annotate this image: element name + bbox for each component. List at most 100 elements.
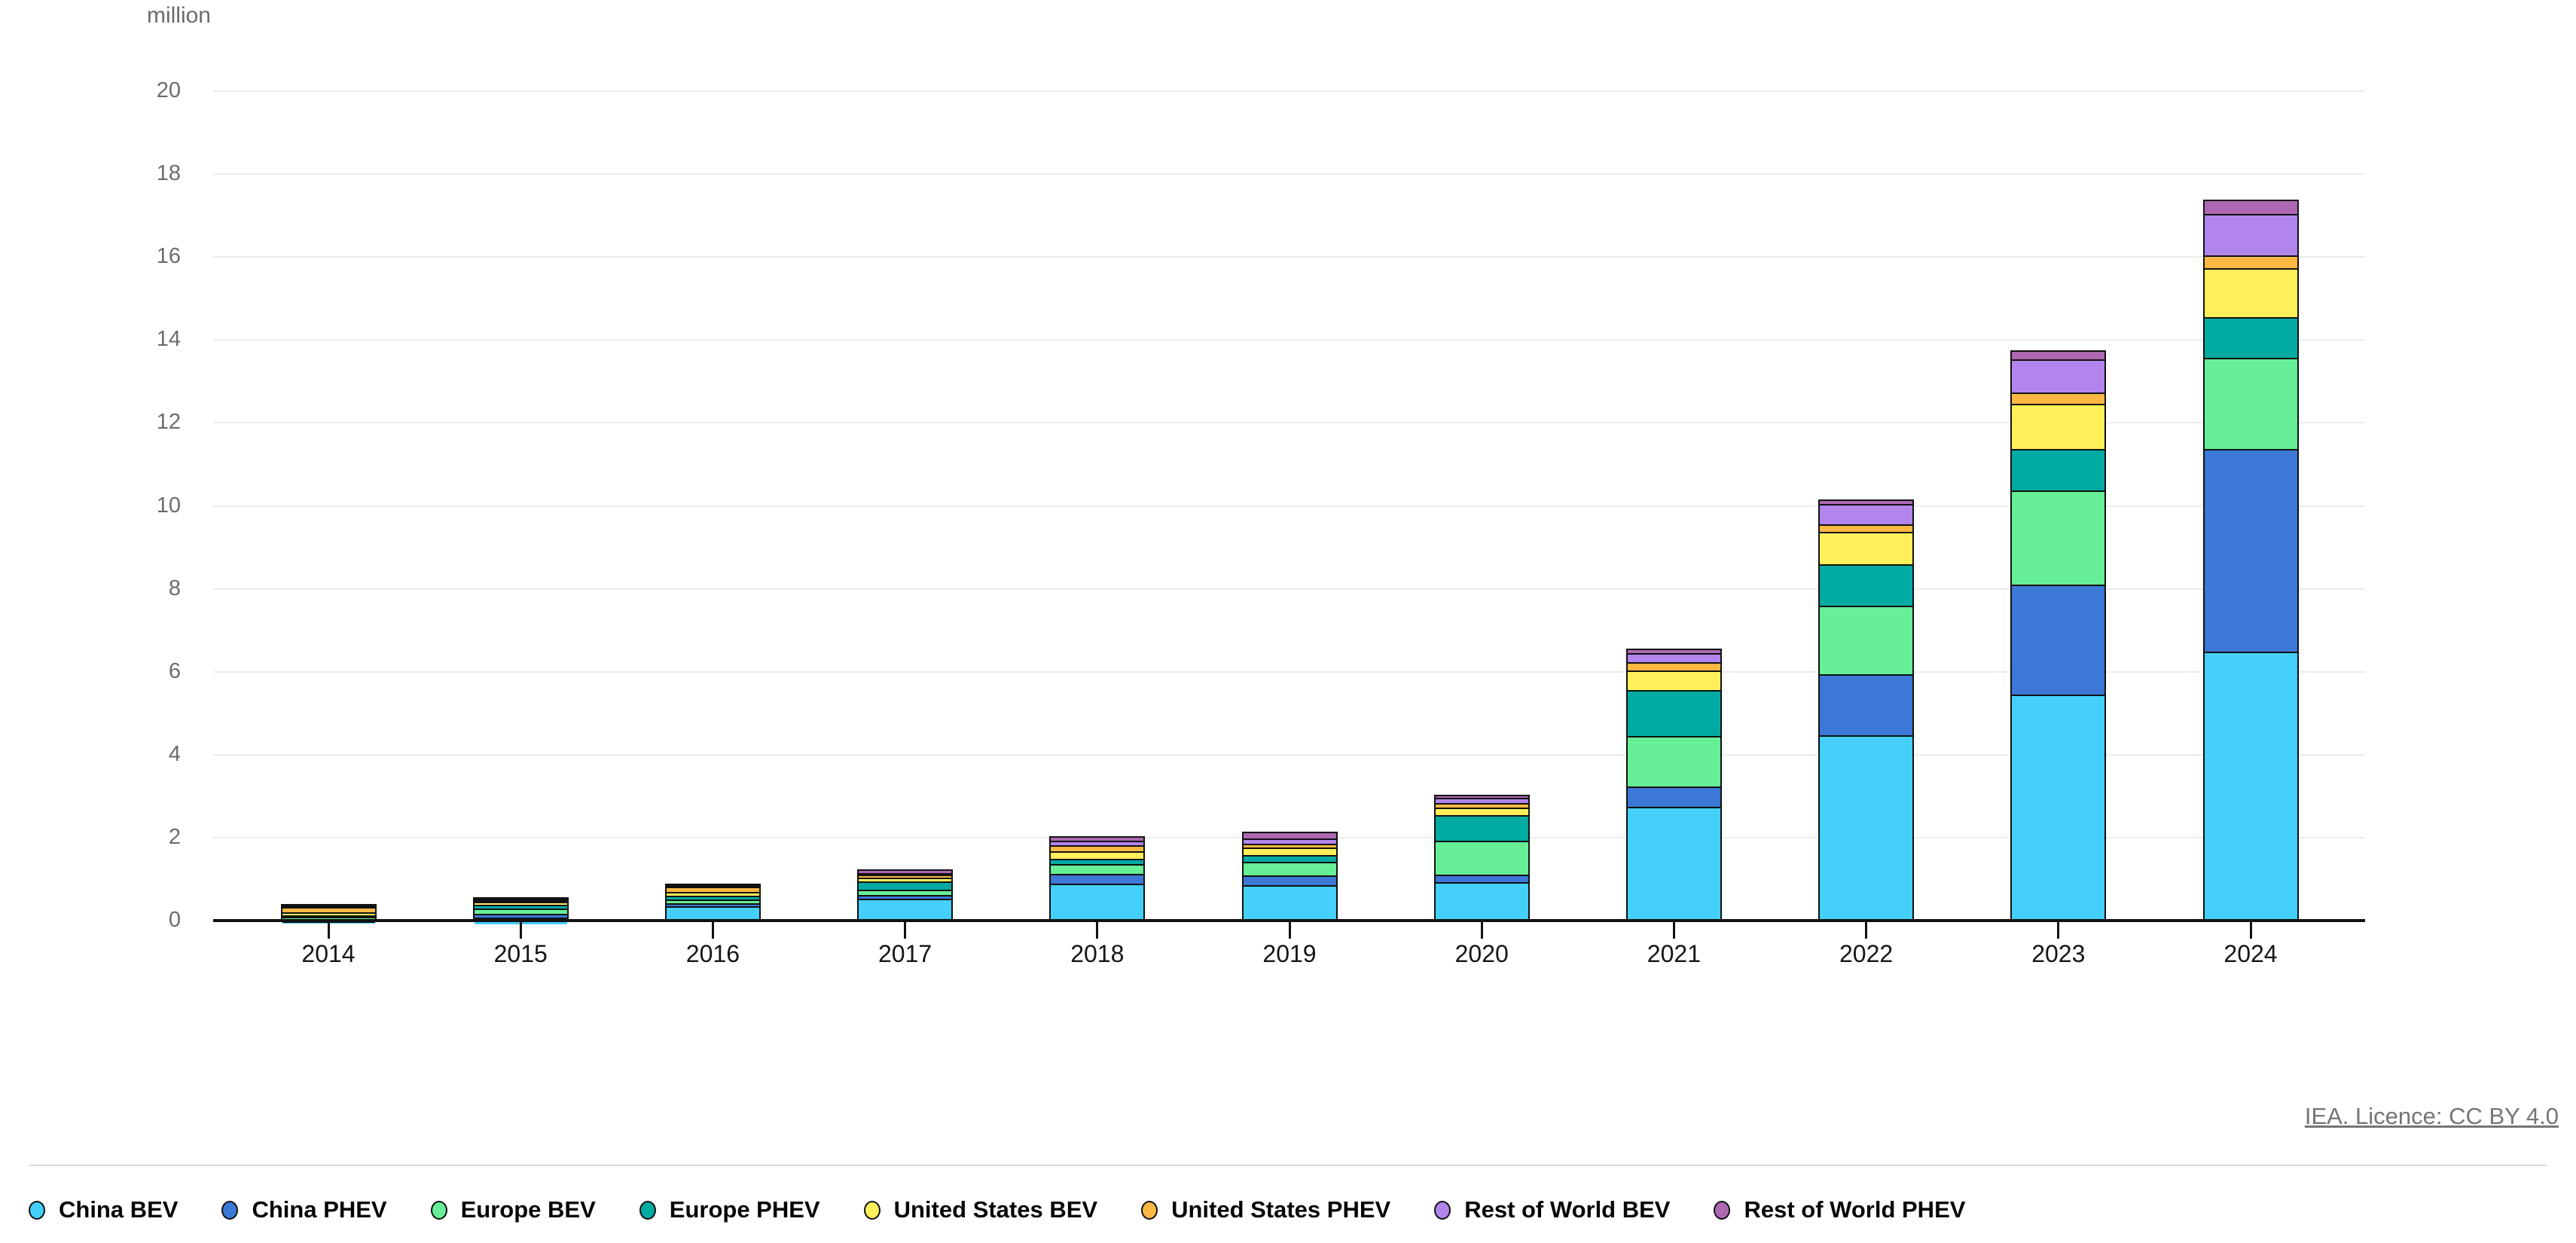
bar-segment-china-bev[interactable] <box>1051 885 1144 921</box>
bar-segment-china-bev[interactable] <box>2204 652 2297 921</box>
bar-segment-europe-phev[interactable] <box>1243 857 1336 863</box>
bar-segment-united-states-bev[interactable] <box>859 879 952 884</box>
legend-item-united-states-phev[interactable]: United States PHEV <box>1141 1196 1390 1223</box>
bar-segment-rest-of-world-bev[interactable] <box>474 899 567 902</box>
bar-segment-china-bev[interactable] <box>1243 886 1336 921</box>
bar-segment-rest-of-world-phev[interactable] <box>2012 352 2105 361</box>
bar-segment-china-bev[interactable] <box>1627 808 1720 921</box>
bar-segment-rest-of-world-phev[interactable] <box>666 885 759 887</box>
bar-segment-china-bev[interactable] <box>859 899 952 921</box>
bar-segment-united-states-phev[interactable] <box>2012 393 2105 406</box>
bar-segment-united-states-phev[interactable] <box>1627 663 1720 672</box>
bar-segment-europe-phev[interactable] <box>666 896 759 901</box>
bar-segment-united-states-phev[interactable] <box>1435 805 1528 809</box>
bar-segment-europe-bev[interactable] <box>2204 359 2297 450</box>
bar-segment-china-phev[interactable] <box>666 905 759 909</box>
bar-segment-china-phev[interactable] <box>1051 875 1144 886</box>
bar-segment-europe-phev[interactable] <box>1435 816 1528 842</box>
bar-segment-europe-phev[interactable] <box>2204 319 2297 360</box>
bar-2017[interactable] <box>857 869 954 922</box>
bar-2022[interactable] <box>1818 499 1915 922</box>
bar-segment-united-states-phev[interactable] <box>474 901 567 903</box>
bar-2023[interactable] <box>2010 350 2107 922</box>
legend-item-china-bev[interactable]: China BEV <box>29 1196 178 1223</box>
bar-segment-china-phev[interactable] <box>1435 876 1528 884</box>
bar-segment-united-states-bev[interactable] <box>1435 808 1528 817</box>
bar-2016[interactable] <box>664 884 761 922</box>
bar-segment-rest-of-world-phev[interactable] <box>1051 837 1144 843</box>
bar-segment-rest-of-world-bev[interactable] <box>2204 215 2297 257</box>
bar-segment-china-phev[interactable] <box>474 915 567 919</box>
legend-item-rest-of-world-phev[interactable]: Rest of World PHEV <box>1714 1196 1965 1223</box>
bar-segment-rest-of-world-phev[interactable] <box>2204 201 2297 215</box>
bar-2024[interactable] <box>2202 200 2299 922</box>
bar-segment-rest-of-world-bev[interactable] <box>859 874 952 876</box>
bar-segment-china-phev[interactable] <box>1243 877 1336 887</box>
bar-segment-china-bev[interactable] <box>1435 883 1528 921</box>
bar-segment-rest-of-world-bev[interactable] <box>2012 360 2105 394</box>
bar-segment-united-states-phev[interactable] <box>1820 525 1913 534</box>
bar-segment-europe-bev[interactable] <box>666 900 759 906</box>
legend-item-rest-of-world-bev[interactable]: Rest of World BEV <box>1434 1196 1670 1223</box>
bar-segment-united-states-bev[interactable] <box>2012 405 2105 451</box>
iea-licence-link[interactable]: IEA. Licence: CC BY 4.0 <box>2304 1103 2559 1129</box>
bar-segment-china-phev[interactable] <box>1820 675 1913 737</box>
bar-segment-rest-of-world-phev[interactable] <box>1627 650 1720 655</box>
bar-segment-europe-phev[interactable] <box>1627 692 1720 738</box>
bar-segment-rest-of-world-bev[interactable] <box>1820 505 1913 526</box>
bar-2018[interactable] <box>1049 835 1146 922</box>
bar-segment-rest-of-world-phev[interactable] <box>1243 832 1336 840</box>
bar-segment-europe-bev[interactable] <box>474 910 567 915</box>
bar-segment-rest-of-world-phev[interactable] <box>474 898 567 900</box>
bar-segment-rest-of-world-phev[interactable] <box>859 870 952 875</box>
bar-segment-europe-bev[interactable] <box>859 891 952 896</box>
bar-segment-china-bev[interactable] <box>2012 696 2105 921</box>
bar-2019[interactable] <box>1241 831 1338 922</box>
bar-2021[interactable] <box>1625 649 1722 922</box>
bar-segment-united-states-bev[interactable] <box>666 893 759 897</box>
bar-segment-europe-phev[interactable] <box>282 916 375 918</box>
bar-segment-rest-of-world-bev[interactable] <box>1435 799 1528 805</box>
bar-2020[interactable] <box>1433 794 1530 922</box>
bar-segment-china-phev[interactable] <box>859 896 952 900</box>
bar-segment-europe-phev[interactable] <box>474 906 567 911</box>
bar-segment-united-states-bev[interactable] <box>474 902 567 907</box>
bar-segment-europe-bev[interactable] <box>1435 841 1528 877</box>
bar-segment-europe-bev[interactable] <box>1051 866 1144 875</box>
bar-segment-rest-of-world-phev[interactable] <box>1820 500 1913 505</box>
legend-item-china-phev[interactable]: China PHEV <box>221 1196 387 1223</box>
bar-segment-europe-phev[interactable] <box>1820 566 1913 608</box>
bar-segment-europe-phev[interactable] <box>2012 450 2105 493</box>
bar-2015[interactable] <box>472 896 569 924</box>
bar-segment-europe-phev[interactable] <box>859 883 952 892</box>
bar-segment-europe-bev[interactable] <box>1243 863 1336 878</box>
bar-segment-china-bev[interactable] <box>666 908 759 922</box>
bar-segment-united-states-phev[interactable] <box>2204 256 2297 270</box>
bar-segment-europe-bev[interactable] <box>1627 737 1720 788</box>
bar-segment-europe-bev[interactable] <box>1820 607 1913 676</box>
bar-segment-china-phev[interactable] <box>1627 787 1720 809</box>
bar-segment-china-phev[interactable] <box>2012 586 2105 697</box>
legend-item-united-states-bev[interactable]: United States BEV <box>863 1196 1097 1223</box>
bar-segment-united-states-bev[interactable] <box>1051 852 1144 860</box>
bar-segment-rest-of-world-phev[interactable] <box>1435 796 1528 800</box>
bar-segment-rest-of-world-phev[interactable] <box>282 906 375 908</box>
bar-segment-united-states-bev[interactable] <box>2204 270 2297 319</box>
bar-segment-europe-phev[interactable] <box>1051 860 1144 866</box>
bar-segment-rest-of-world-bev[interactable] <box>1243 839 1336 846</box>
bar-segment-united-states-bev[interactable] <box>1243 848 1336 857</box>
bar-segment-united-states-phev[interactable] <box>1051 846 1144 853</box>
bar-segment-rest-of-world-bev[interactable] <box>1051 842 1144 847</box>
bar-segment-united-states-bev[interactable] <box>1627 671 1720 692</box>
bar-segment-china-bev[interactable] <box>1820 736 1913 921</box>
bar-segment-rest-of-world-bev[interactable] <box>1627 655 1720 664</box>
bar-segment-united-states-phev[interactable] <box>1243 845 1336 849</box>
bar-segment-rest-of-world-bev[interactable] <box>666 887 759 889</box>
bar-segment-united-states-bev[interactable] <box>1820 533 1913 567</box>
bar-segment-united-states-phev[interactable] <box>666 888 759 894</box>
bar-segment-united-states-phev[interactable] <box>859 875 952 880</box>
bar-segment-europe-bev[interactable] <box>2012 492 2105 587</box>
bar-segment-china-phev[interactable] <box>2204 450 2297 653</box>
legend-item-europe-bev[interactable]: Europe BEV <box>430 1196 596 1223</box>
bar-segment-rest-of-world-bev[interactable] <box>282 907 375 909</box>
